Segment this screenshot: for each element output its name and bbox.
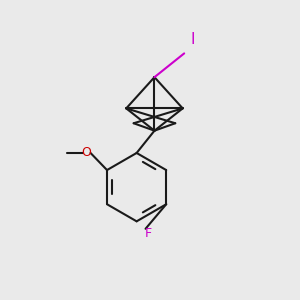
Text: I: I xyxy=(190,32,195,47)
Text: O: O xyxy=(81,146,91,160)
Text: F: F xyxy=(145,227,152,240)
